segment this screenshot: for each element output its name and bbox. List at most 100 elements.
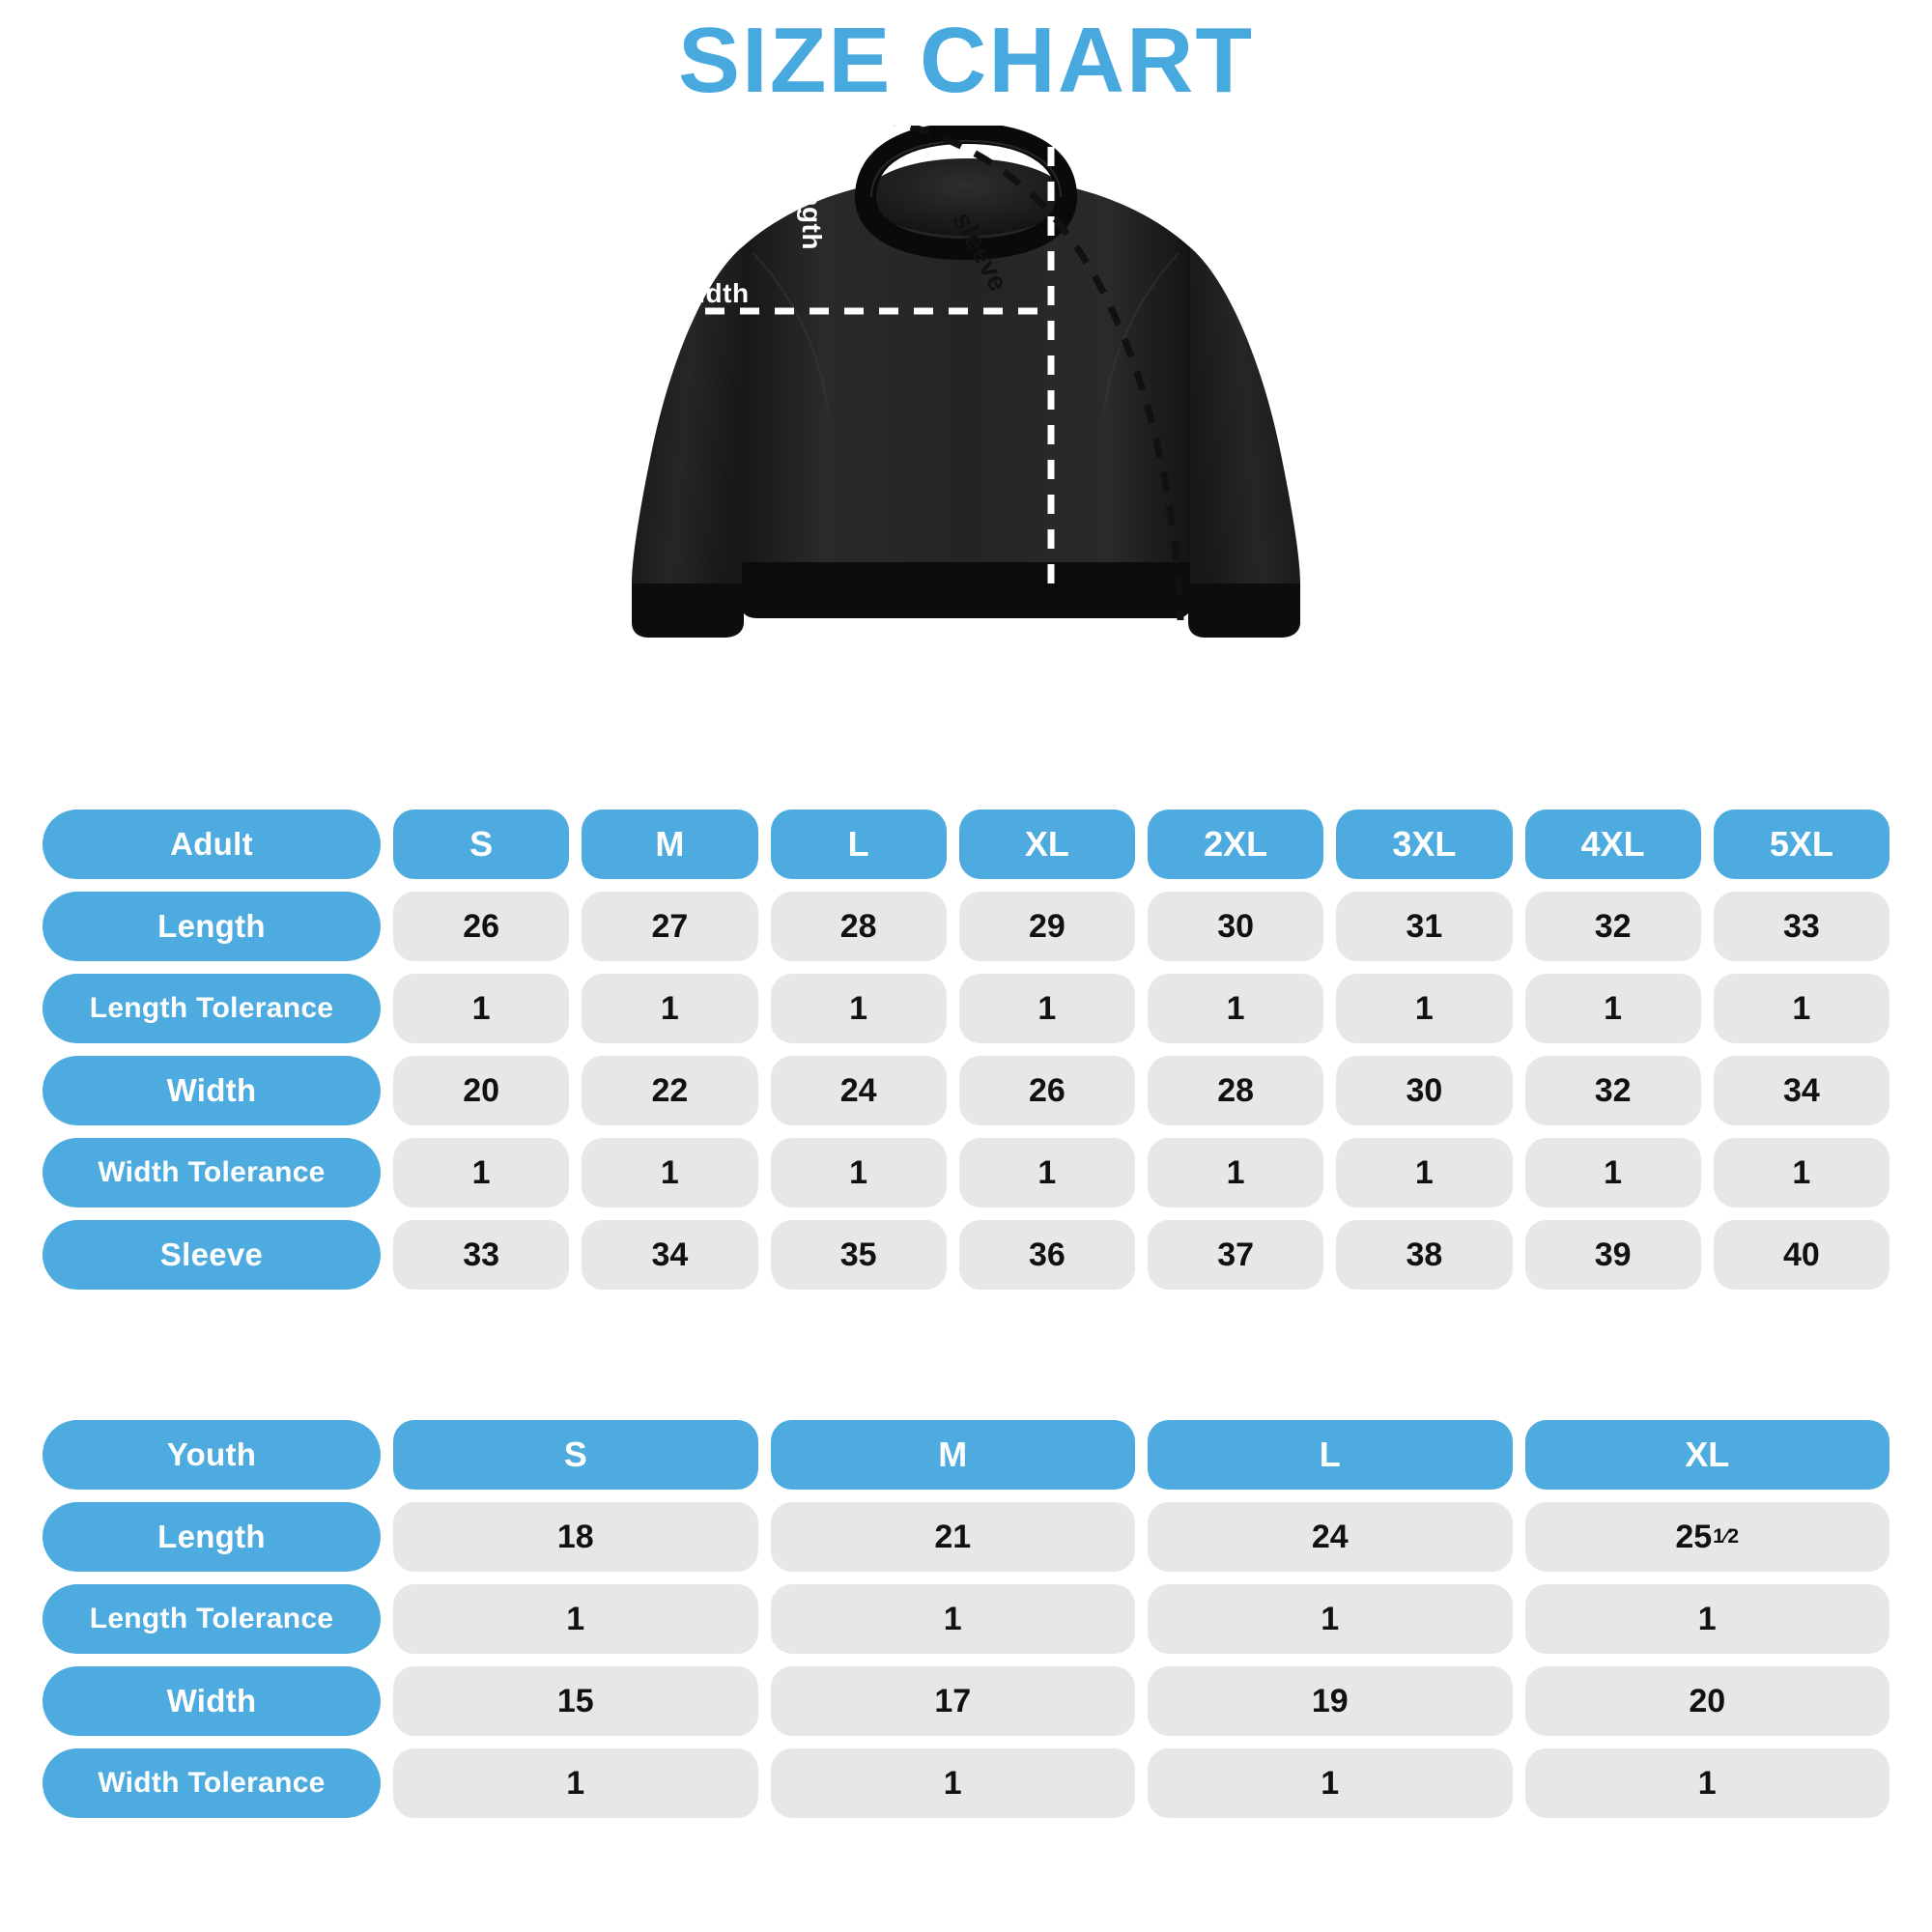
table-row: Width 20 22 24 26 28 30 32 34 bbox=[43, 1056, 1889, 1125]
cell-s: 15 bbox=[393, 1666, 758, 1736]
column-header-l: L bbox=[1148, 1420, 1513, 1490]
column-header-4xl: 4XL bbox=[1524, 810, 1701, 879]
cell-s: 1 bbox=[393, 974, 570, 1043]
cell-xl: 20 bbox=[1524, 1666, 1889, 1736]
column-header-m: M bbox=[582, 810, 758, 879]
youth-table-label: Youth bbox=[43, 1420, 381, 1490]
cell-m: 22 bbox=[582, 1056, 758, 1125]
column-header-cells: S M L XL 2XL 3XL 4XL 5XL bbox=[393, 810, 1889, 879]
cell-m: 1 bbox=[582, 974, 758, 1043]
cell-3xl: 1 bbox=[1336, 974, 1513, 1043]
cell-l: 1 bbox=[770, 974, 947, 1043]
cell-3xl: 31 bbox=[1336, 892, 1513, 961]
cell-m: 1 bbox=[770, 1584, 1135, 1654]
cell-m: 17 bbox=[770, 1666, 1135, 1736]
cell-2xl: 1 bbox=[1148, 974, 1324, 1043]
left-sleeve bbox=[632, 247, 744, 636]
cell-4xl: 1 bbox=[1524, 1138, 1701, 1208]
cell-xl: 1 bbox=[1524, 1584, 1889, 1654]
cell-3xl: 30 bbox=[1336, 1056, 1513, 1125]
collar-highlight bbox=[870, 139, 1062, 198]
row-label-length-tolerance: Length Tolerance bbox=[43, 1584, 381, 1654]
row-value-cells: 20 22 24 26 28 30 32 34 bbox=[393, 1056, 1889, 1125]
cell-5xl: 40 bbox=[1713, 1220, 1889, 1290]
table-row: Sleeve 33 34 35 36 37 38 39 40 bbox=[43, 1220, 1889, 1290]
cell-l: 24 bbox=[1148, 1502, 1513, 1572]
column-header-m: M bbox=[770, 1420, 1135, 1490]
left-shoulder-seam bbox=[753, 252, 830, 416]
row-label-width-tolerance: Width Tolerance bbox=[43, 1138, 381, 1208]
row-label-length: Length bbox=[43, 892, 381, 961]
right-sleeve bbox=[1188, 247, 1300, 636]
row-label-width: Width bbox=[43, 1666, 381, 1736]
cell-2xl: 28 bbox=[1148, 1056, 1324, 1125]
cell-m: 21 bbox=[770, 1502, 1135, 1572]
cell-s: 1 bbox=[393, 1138, 570, 1208]
row-value-cells: 26 27 28 29 30 31 32 33 bbox=[393, 892, 1889, 961]
cell-l: 1 bbox=[1148, 1748, 1513, 1818]
table-row: Length Tolerance 1 1 1 1 1 1 1 1 bbox=[43, 974, 1889, 1043]
length-label: length bbox=[797, 166, 827, 250]
row-label-width-tolerance: Width Tolerance bbox=[43, 1748, 381, 1818]
row-label-sleeve: Sleeve bbox=[43, 1220, 381, 1290]
cell-5xl: 1 bbox=[1713, 1138, 1889, 1208]
sleeve-measure-line bbox=[893, 126, 1184, 621]
cell-s: 20 bbox=[393, 1056, 570, 1125]
cell-3xl: 1 bbox=[1336, 1138, 1513, 1208]
row-label-width: Width bbox=[43, 1056, 381, 1125]
column-header-2xl: 2XL bbox=[1148, 810, 1324, 879]
row-label-length-tolerance: Length Tolerance bbox=[43, 974, 381, 1043]
sweatshirt-svg bbox=[632, 126, 1300, 638]
cell-xl: 1 bbox=[958, 974, 1135, 1043]
cell-4xl: 1 bbox=[1524, 974, 1701, 1043]
cell-s: 1 bbox=[393, 1584, 758, 1654]
cell-s: 26 bbox=[393, 892, 570, 961]
left-cuff bbox=[632, 583, 744, 638]
cell-xl: 36 bbox=[958, 1220, 1135, 1290]
page-title: SIZE CHART bbox=[678, 9, 1254, 112]
cell-4xl: 39 bbox=[1524, 1220, 1701, 1290]
cell-xl: 25 1⁄2 bbox=[1524, 1502, 1889, 1572]
cell-m: 34 bbox=[582, 1220, 758, 1290]
table-row: Width 15 17 19 20 bbox=[43, 1666, 1889, 1736]
right-cuff bbox=[1188, 583, 1300, 638]
column-header-xl: XL bbox=[958, 810, 1135, 879]
youth-header-row: Youth S M L XL bbox=[43, 1420, 1889, 1490]
column-header-l: L bbox=[770, 810, 947, 879]
fraction: 1⁄2 bbox=[1713, 1525, 1740, 1548]
row-value-cells: 15 17 19 20 bbox=[393, 1666, 1889, 1736]
cell-l: 1 bbox=[770, 1138, 947, 1208]
cell-xl: 1 bbox=[958, 1138, 1135, 1208]
cell-2xl: 30 bbox=[1148, 892, 1324, 961]
width-label: width bbox=[676, 278, 750, 308]
row-value-cells: 33 34 35 36 37 38 39 40 bbox=[393, 1220, 1889, 1290]
cell-l: 24 bbox=[770, 1056, 947, 1125]
cell-5xl: 33 bbox=[1713, 892, 1889, 961]
collar-ribbing bbox=[854, 126, 1078, 261]
adult-header-row: Adult S M L XL 2XL 3XL 4XL 5XL bbox=[43, 810, 1889, 879]
bottom-hem bbox=[742, 562, 1190, 618]
cell-2xl: 37 bbox=[1148, 1220, 1324, 1290]
cell-l: 1 bbox=[1148, 1584, 1513, 1654]
cell-m: 27 bbox=[582, 892, 758, 961]
sweatshirt-body bbox=[742, 180, 1190, 609]
column-header-s: S bbox=[393, 810, 570, 879]
row-value-cells: 18 21 24 25 1⁄2 bbox=[393, 1502, 1889, 1572]
cell-s: 18 bbox=[393, 1502, 758, 1572]
table-row: Width Tolerance 1 1 1 1 bbox=[43, 1748, 1889, 1818]
cell-5xl: 1 bbox=[1713, 974, 1889, 1043]
cell-xl: 26 bbox=[958, 1056, 1135, 1125]
cell-4xl: 32 bbox=[1524, 1056, 1701, 1125]
column-header-3xl: 3XL bbox=[1336, 810, 1513, 879]
garment-illustration: width length sleeve bbox=[618, 126, 1314, 802]
cell-l: 28 bbox=[770, 892, 947, 961]
column-header-cells: S M L XL bbox=[393, 1420, 1889, 1490]
cell-xl: 1 bbox=[1524, 1748, 1889, 1818]
column-header-s: S bbox=[393, 1420, 758, 1490]
cell-s: 1 bbox=[393, 1748, 758, 1818]
youth-size-table: Youth S M L XL Length 18 21 24 25 1⁄2 Length Tolera… bbox=[43, 1420, 1889, 1818]
